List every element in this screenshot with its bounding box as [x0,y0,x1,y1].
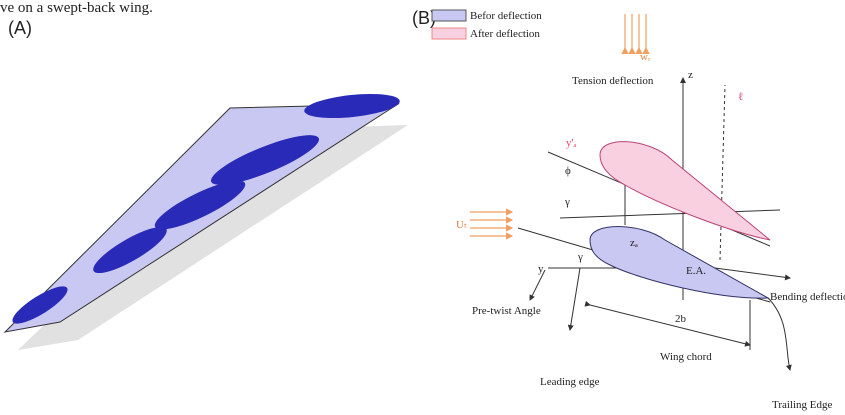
legend-label: After deflection [470,28,540,40]
label: Wing chord [660,351,712,363]
label: wᵣ [640,51,651,63]
legend-swatch [432,10,466,21]
flow-arrows [470,14,646,236]
label: E.A. [686,265,706,277]
label: y'ₐ [566,137,577,149]
label: γ [564,196,570,208]
label: Bending deflection [770,291,845,303]
legend-label: Befor deflection [470,10,542,22]
legend-swatch [432,28,466,39]
panel-label: (A) [8,18,32,38]
label: Tension deflection [572,75,654,87]
figure: ve on a swept-back wing. (A) (B) Befor d… [0,0,845,415]
label: Leading edge [540,376,600,388]
label: zₐ [630,237,638,249]
caption-fragment: ve on a swept-back wing. [0,0,153,16]
label: 2b [675,313,687,325]
label: Trailing Edge [772,399,833,411]
airfoil-before [590,227,768,299]
label: z [688,69,693,81]
wing-illustration [5,90,408,350]
label: ℓ [738,91,743,103]
label: γ [577,251,583,263]
label: Uₜ [456,219,467,231]
label: ϕ [565,165,571,177]
label: Pre-twist Angle [472,305,541,317]
label: y [538,263,544,275]
